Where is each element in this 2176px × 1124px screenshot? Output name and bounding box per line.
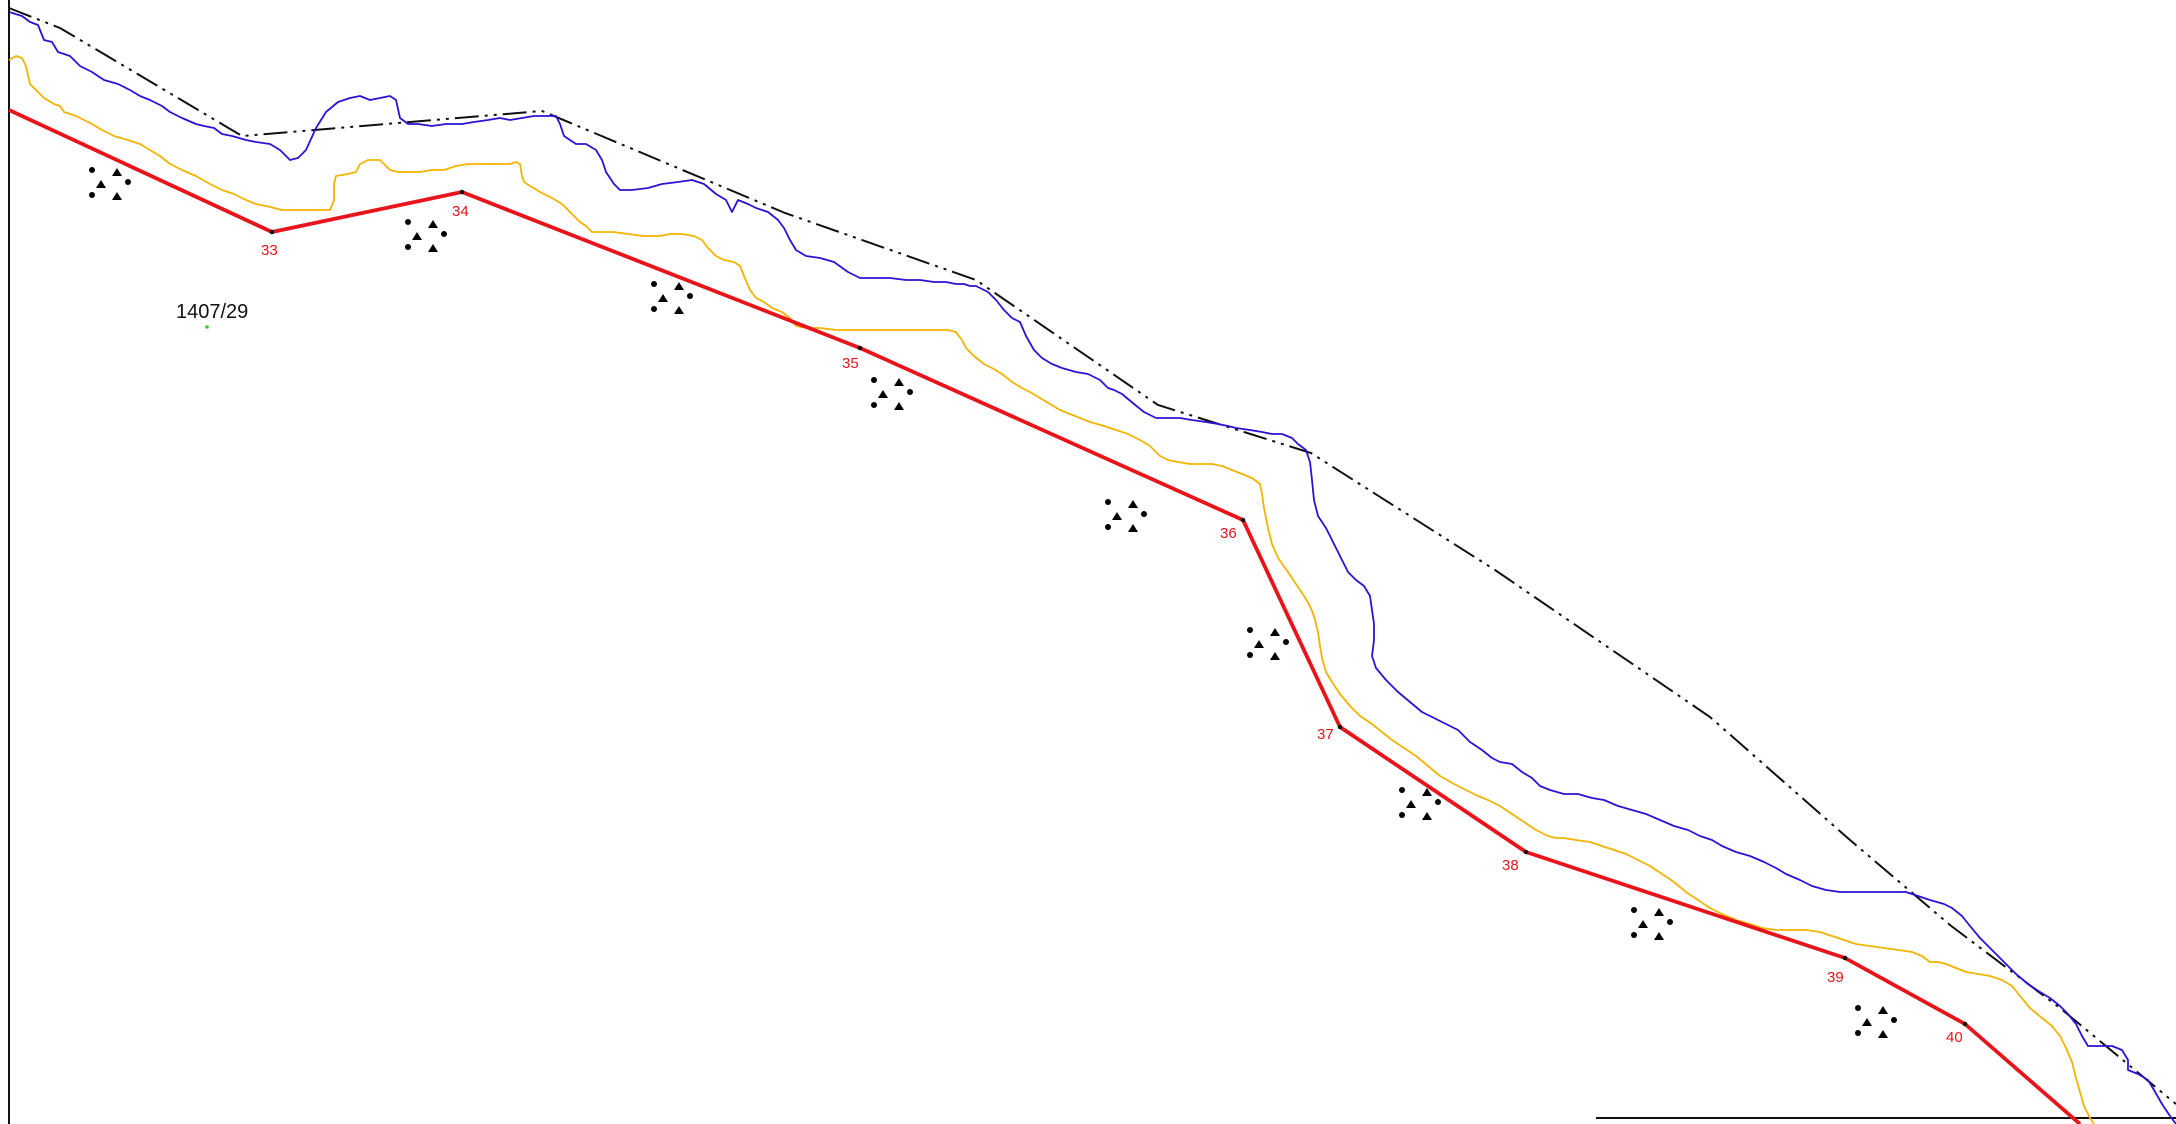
vertex-39[interactable] <box>1842 955 1848 961</box>
marsh-symbol-icon <box>89 167 131 200</box>
point-label-38: 38 <box>1502 857 1519 874</box>
boundary-point-labels: 33 34 35 36 37 38 39 40 <box>261 203 1963 1046</box>
marsh-symbol-icon <box>651 281 693 314</box>
point-label-37: 37 <box>1317 726 1334 743</box>
point-label-39: 39 <box>1827 969 1844 986</box>
parcel-boundary-line <box>8 108 2082 1124</box>
buffer-line <box>8 55 2095 1124</box>
dash-dot-line <box>8 7 2176 1105</box>
point-label-33: 33 <box>261 242 278 259</box>
marsh-symbol-icon <box>871 377 913 410</box>
parcel-point <box>205 325 209 329</box>
marsh-symbol-icon <box>1855 1005 1897 1038</box>
boundary-vertices <box>269 189 1968 1027</box>
vertex-34[interactable] <box>459 189 465 195</box>
water-edge-line <box>8 11 2176 1124</box>
marsh-symbol-icon <box>1247 627 1289 660</box>
vertex-35[interactable] <box>857 345 863 351</box>
vertex-36[interactable] <box>1240 517 1246 523</box>
point-label-40: 40 <box>1946 1029 1963 1046</box>
marsh-symbol-icon <box>1105 499 1147 532</box>
marsh-symbol-icon <box>405 219 447 252</box>
point-label-35: 35 <box>842 355 859 372</box>
marsh-symbol-icon <box>1631 907 1673 940</box>
vertex-38[interactable] <box>1523 849 1529 855</box>
parcel-number-label: 1407/29 <box>176 301 248 323</box>
vertex-40[interactable] <box>1962 1021 1968 1027</box>
point-label-36: 36 <box>1220 525 1237 542</box>
vertex-37[interactable] <box>1337 724 1343 730</box>
point-label-34: 34 <box>452 203 469 220</box>
vertex-33[interactable] <box>269 229 275 235</box>
